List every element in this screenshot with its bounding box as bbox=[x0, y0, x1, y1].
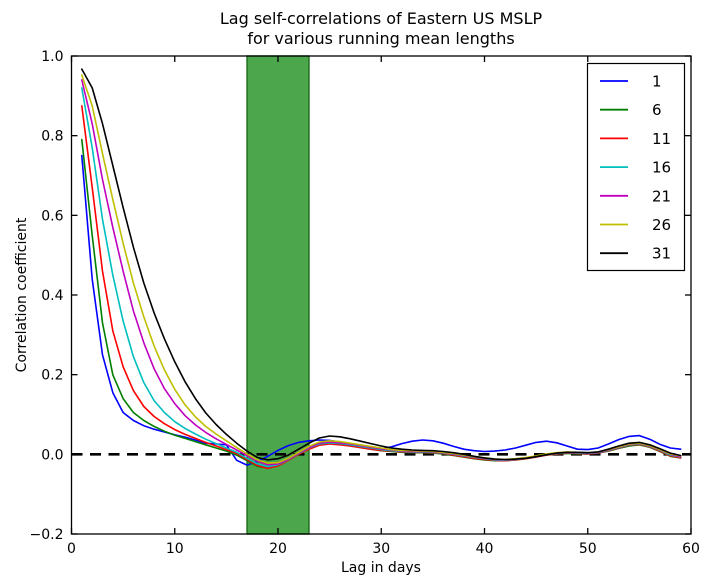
y-tick-label: 0.0 bbox=[41, 447, 63, 463]
legend-label-26: 26 bbox=[652, 216, 671, 234]
series-line-31 bbox=[81, 68, 682, 461]
y-tick-label: −0.2 bbox=[30, 527, 64, 543]
legend-label-21: 21 bbox=[652, 187, 671, 205]
y-tick-label: 0.2 bbox=[41, 368, 63, 384]
legend-label-6: 6 bbox=[652, 101, 662, 119]
tick-layer bbox=[70, 55, 692, 535]
y-tick-label: 0.8 bbox=[41, 129, 63, 145]
legend-label-16: 16 bbox=[652, 159, 671, 177]
chart-title-line2: for various running mean lengths bbox=[247, 29, 514, 48]
x-tick-label: 10 bbox=[166, 541, 184, 557]
x-tick-label: 0 bbox=[67, 541, 76, 557]
y-tick-label: 0.4 bbox=[41, 288, 63, 304]
x-axis-label: Lag in days bbox=[341, 560, 421, 576]
tick-label-layer: 0 10 20 30 40 50 60 −0.2 0.0 0.2 0.4 0.6 0.8 1.0 bbox=[30, 49, 700, 557]
y-tick-label: 0.6 bbox=[41, 208, 63, 224]
legend-label-1: 1 bbox=[652, 73, 662, 91]
series-lines-layer bbox=[81, 68, 682, 470]
y-tick-label: 1.0 bbox=[41, 49, 63, 65]
legend-label-11: 11 bbox=[652, 130, 671, 148]
x-tick-label: 50 bbox=[579, 541, 597, 557]
chart-title-line1: Lag self-correlations of Eastern US MSLP bbox=[220, 9, 543, 28]
y-axis-label: Correlation coefficient bbox=[14, 217, 30, 372]
x-tick-label: 30 bbox=[372, 541, 390, 557]
x-tick-label: 20 bbox=[269, 541, 287, 557]
x-tick-label: 40 bbox=[476, 541, 494, 557]
legend-label-31: 31 bbox=[652, 245, 671, 263]
x-tick-label: 60 bbox=[682, 541, 700, 557]
